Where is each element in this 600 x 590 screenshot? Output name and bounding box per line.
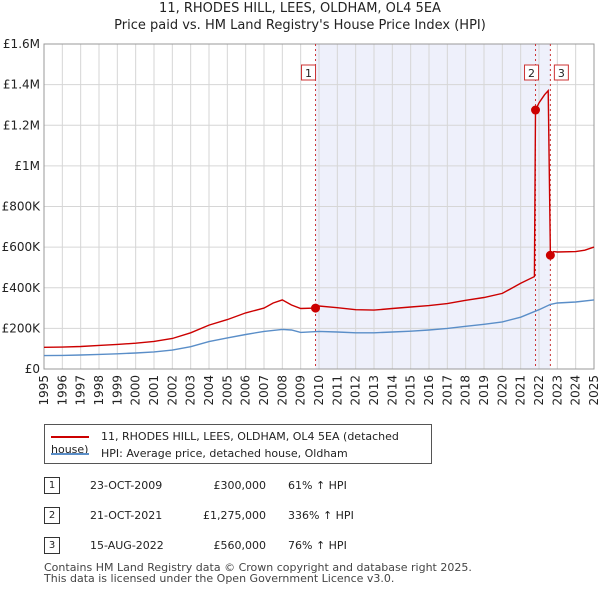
chart-subtitle: Price paid vs. HM Land Registry's House … bbox=[114, 18, 486, 33]
sale-point bbox=[545, 250, 555, 260]
y-tick-label: £400K bbox=[2, 281, 42, 295]
sale-label: 3 bbox=[558, 67, 565, 80]
legend-swatch-property bbox=[51, 436, 89, 438]
legend-label-property: 11, RHODES HILL, LEES, OLDHAM, OL4 5EA (… bbox=[51, 430, 399, 456]
sale-number-badge: 1 bbox=[44, 477, 60, 494]
x-tick-label: 2007 bbox=[257, 375, 271, 406]
y-tick-label: £200K bbox=[2, 321, 42, 335]
table-row: 1 23-OCT-2009 £300,000 61% ↑ HPI bbox=[44, 477, 384, 495]
chart-title: 11, RHODES HILL, LEES, OLDHAM, OL4 5EA bbox=[159, 1, 441, 16]
x-tick-label: 2020 bbox=[495, 375, 509, 406]
y-tick-label: £800K bbox=[2, 200, 42, 214]
x-tick-label: 2008 bbox=[275, 375, 289, 406]
x-tick-label: 1999 bbox=[110, 375, 124, 406]
sale-date: 15-AUG-2022 bbox=[90, 539, 164, 552]
sale-date: 21-OCT-2021 bbox=[90, 509, 163, 522]
sale-label-box bbox=[301, 64, 317, 81]
legend-item-property: 11, RHODES HILL, LEES, OLDHAM, OL4 5EA (… bbox=[51, 430, 431, 456]
x-tick-label: 2018 bbox=[459, 375, 473, 406]
sale-price: £300,000 bbox=[213, 479, 267, 492]
x-tick-label: 1996 bbox=[55, 375, 69, 406]
x-tick-label: 2001 bbox=[147, 375, 161, 406]
y-tick-label: £1.2M bbox=[3, 118, 40, 132]
footer-licence: This data is licensed under the Open Gov… bbox=[44, 572, 395, 585]
sale-label: 1 bbox=[305, 67, 312, 80]
x-tick-label: 2010 bbox=[312, 375, 326, 406]
price-chart: £0 £200K £400K £600K £800K £1M £1.2M £1.4M £1.6M… bbox=[2, 37, 600, 406]
legend-item-hpi: HPI: Average price, detached house, Oldh… bbox=[51, 447, 348, 460]
x-tick-label: 2015 bbox=[404, 375, 418, 406]
x-tick-label: 2004 bbox=[202, 375, 216, 406]
x-tick-label: 1997 bbox=[74, 375, 88, 406]
x-tick-label: 2017 bbox=[440, 375, 454, 406]
footer-copyright: Contains HM Land Registry data © Crown c… bbox=[44, 561, 472, 574]
sale-date: 23-OCT-2009 bbox=[90, 479, 163, 492]
x-tick-label: 2000 bbox=[129, 375, 143, 406]
x-tick-label: 2003 bbox=[184, 375, 198, 406]
x-tick-label: 2021 bbox=[514, 375, 528, 406]
x-tick-label: 2016 bbox=[422, 375, 436, 406]
y-tick-label: £1.6M bbox=[3, 37, 40, 51]
sale-number-badge: 3 bbox=[44, 537, 60, 554]
sale-price: £560,000 bbox=[213, 539, 267, 552]
x-tick-label: 2006 bbox=[239, 375, 253, 406]
legend-label-hpi: HPI: Average price, detached house, Oldh… bbox=[101, 447, 348, 460]
sale-label-box bbox=[553, 64, 569, 81]
sale-price: £1,275,000 bbox=[203, 509, 266, 522]
hpi-index-line bbox=[43, 299, 595, 357]
sale-hpi-change: 61% ↑ HPI bbox=[288, 479, 347, 492]
sale-point bbox=[531, 105, 541, 115]
x-tick-label: 2013 bbox=[367, 375, 381, 406]
x-tick-label: 1995 bbox=[37, 375, 51, 406]
x-tick-label: 2014 bbox=[385, 375, 399, 406]
x-tick-label: 2023 bbox=[550, 375, 564, 406]
table-row: 3 15-AUG-2022 £560,000 76% ↑ HPI bbox=[44, 537, 384, 555]
sale-label: 2 bbox=[528, 67, 535, 80]
x-tick-label: 2019 bbox=[477, 375, 491, 406]
legend-swatch-hpi bbox=[51, 453, 89, 455]
x-tick-label: 2002 bbox=[165, 375, 179, 406]
x-tick-label: 2011 bbox=[330, 375, 344, 406]
sale-label-box bbox=[524, 64, 540, 81]
property-price-line bbox=[43, 88, 595, 348]
plot-frame bbox=[43, 43, 595, 370]
table-row: 2 21-OCT-2021 £1,275,000 336% ↑ HPI bbox=[44, 507, 384, 525]
sale-number-badge: 2 bbox=[44, 507, 60, 524]
x-tick-label: 2005 bbox=[220, 375, 234, 406]
x-tick-label: 2025 bbox=[587, 375, 600, 406]
legend: 11, RHODES HILL, LEES, OLDHAM, OL4 5EA (… bbox=[44, 424, 432, 464]
sale-hpi-change: 336% ↑ HPI bbox=[288, 509, 354, 522]
sale-point bbox=[311, 303, 321, 313]
y-tick-label: £0 bbox=[25, 362, 40, 376]
y-tick-label: £1.4M bbox=[3, 78, 40, 92]
x-tick-label: 1998 bbox=[92, 375, 106, 406]
y-tick-label: £600K bbox=[2, 240, 42, 254]
sale-hpi-change: 76% ↑ HPI bbox=[288, 539, 347, 552]
x-tick-label: 2024 bbox=[569, 375, 583, 406]
x-tick-label: 2022 bbox=[532, 375, 546, 406]
x-tick-label: 2009 bbox=[294, 375, 308, 406]
y-tick-label: £1M bbox=[14, 159, 40, 173]
x-tick-label: 2012 bbox=[349, 375, 363, 406]
